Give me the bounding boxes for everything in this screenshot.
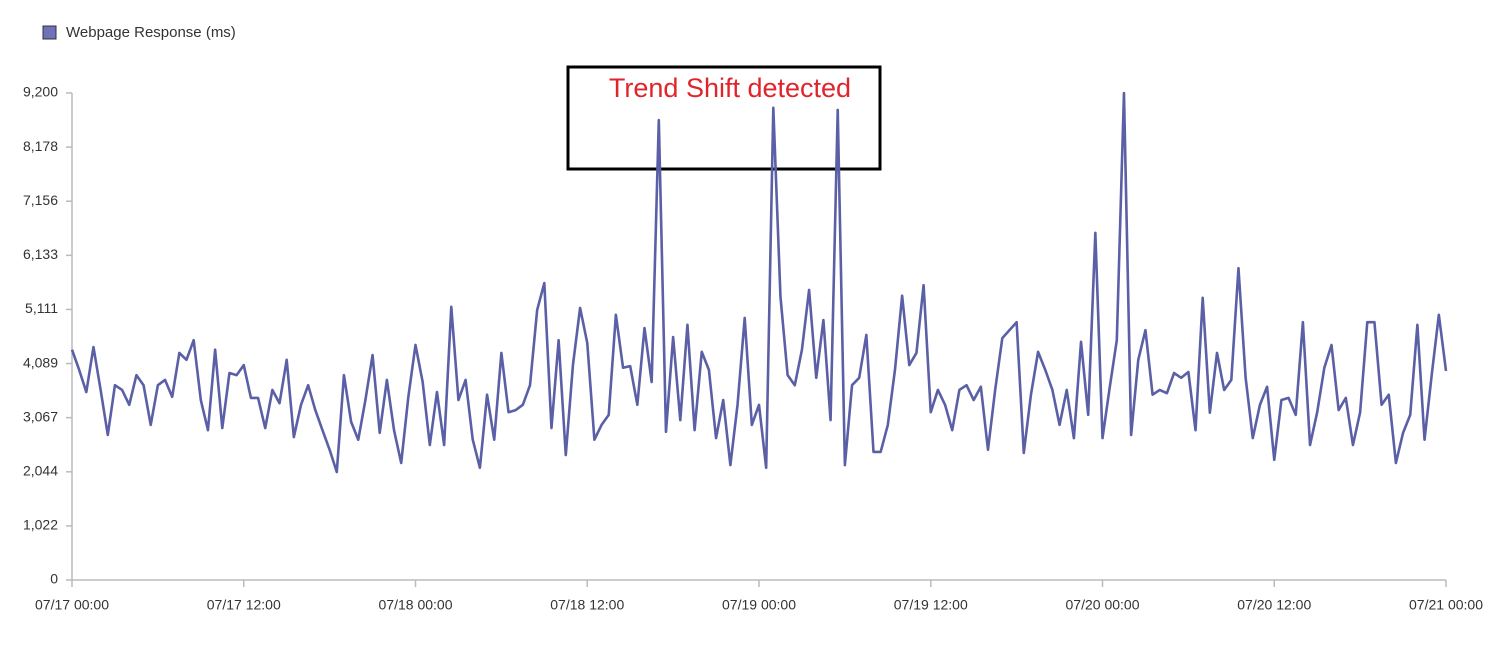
y-tick-label: 5,111 — [25, 300, 58, 316]
y-tick-label: 8,178 — [23, 138, 58, 154]
x-tick-label: 07/19 12:00 — [894, 597, 968, 613]
legend-swatch — [42, 25, 57, 40]
x-tick-label: 07/19 00:00 — [722, 597, 796, 613]
annotation-box — [566, 65, 882, 171]
x-tick-label: 07/18 00:00 — [379, 597, 453, 613]
y-tick-label: 6,133 — [23, 246, 58, 262]
x-tick-label: 07/20 12:00 — [1237, 597, 1311, 613]
y-tick-label: 3,067 — [23, 408, 58, 424]
y-tick-label: 7,156 — [23, 192, 58, 208]
x-tick-label: 07/21 00:00 — [1409, 597, 1483, 613]
x-tick-label: 07/20 00:00 — [1066, 597, 1140, 613]
data-line — [70, 91, 1448, 474]
annotation: Trend Shift detected — [609, 73, 851, 103]
x-tick-label: 07/18 12:00 — [550, 597, 624, 613]
y-tick-label: 4,089 — [23, 354, 58, 370]
legend-label: Webpage Response (ms) — [66, 24, 236, 41]
y-tick-label: 0 — [50, 571, 58, 587]
y-tick-label: 1,022 — [23, 517, 58, 533]
y-tick-label: 9,200 — [23, 84, 58, 100]
x-tick-label: 07/17 00:00 — [35, 597, 109, 613]
y-tick-label: 2,044 — [23, 463, 58, 479]
x-tick-label: 07/17 12:00 — [207, 597, 281, 613]
